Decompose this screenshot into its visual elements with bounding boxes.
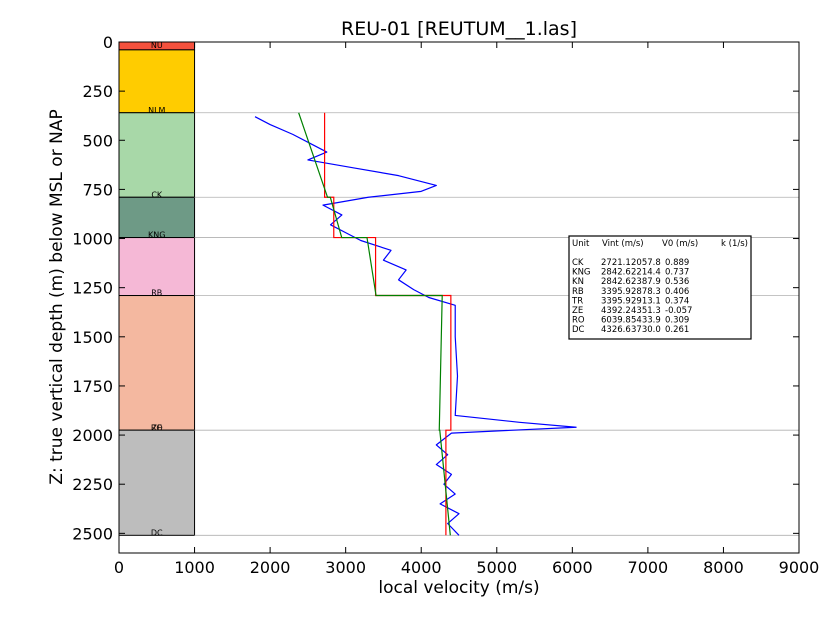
table-cell-v0: 2878.3 <box>631 287 661 297</box>
y-tick-label: 1500 <box>72 328 113 347</box>
table-cell-unit: RB <box>572 287 584 297</box>
table-cell-v0: 2387.9 <box>631 277 661 287</box>
y-tick-label: 750 <box>82 180 113 199</box>
unit-label-nu: NU <box>151 41 163 50</box>
x-tick-label: 6000 <box>552 558 593 577</box>
x-tick-label: 0 <box>114 558 124 577</box>
unit-label-rb: RB <box>151 289 162 298</box>
table-cell-unit: CK <box>572 258 584 268</box>
table-cell-k: 0.889 <box>665 258 689 268</box>
y-tick-label: 1750 <box>72 377 113 396</box>
y-axis-label: Z: true vertical depth (m) below MSL or … <box>47 109 67 484</box>
table-cell-k: 0.374 <box>665 296 689 306</box>
table-box <box>568 235 752 340</box>
table-header-unit: Unit <box>572 239 590 249</box>
table-cell-v0: 4351.3 <box>631 306 661 316</box>
x-tick-label: 7000 <box>628 558 669 577</box>
x-axis-label: local velocity (m/s) <box>378 578 539 598</box>
unit-block-rb <box>118 237 196 297</box>
table-header-v0: V0 (m/s) <box>662 239 698 249</box>
unit-block-dc <box>118 429 196 536</box>
table-cell-unit: RO <box>572 316 585 326</box>
series-interval-velocity <box>323 112 452 536</box>
table-cell-vint: 4392.2 <box>601 306 631 316</box>
x-tick-label: 2000 <box>250 558 291 577</box>
chart-title: REU-01 [REUTUM__1.las] <box>341 18 577 40</box>
table-cell-vint: 3395.9 <box>601 287 631 297</box>
unit-block-ck <box>118 112 196 198</box>
table-cell-vint: 4326.6 <box>601 325 631 335</box>
table-cell-unit: KNG <box>572 268 591 278</box>
table-header-vint: Vint (m/s) <box>602 239 644 249</box>
y-tick-label: 0 <box>103 33 113 52</box>
table-cell-unit: KN <box>572 277 584 287</box>
table-header-k: k (1/s) <box>721 239 748 249</box>
series-measured-velocity <box>254 116 577 536</box>
table-cell-v0: 2057.8 <box>631 258 661 268</box>
table-cell-v0: 3730.0 <box>631 325 661 335</box>
unit-block-nlm <box>118 49 196 114</box>
table-cell-v0: 5433.9 <box>631 316 661 326</box>
y-tick-label: 250 <box>82 82 113 101</box>
unit-label-ze: ZE <box>152 423 163 432</box>
table-cell-k: 0.536 <box>665 277 689 287</box>
table-cell-vint: 2842.6 <box>601 268 631 278</box>
y-tick-label: 2500 <box>72 524 113 543</box>
table-cell-k: 0.261 <box>665 325 689 335</box>
x-tick-label: 8000 <box>703 558 744 577</box>
y-tick-label: 2000 <box>72 426 113 445</box>
velocity-series <box>254 112 577 536</box>
y-tick-label: 2250 <box>72 475 113 494</box>
series-linear-velocity <box>298 112 451 536</box>
y-tick-label: 1250 <box>72 279 113 298</box>
table-cell-unit: ZE <box>572 306 583 316</box>
table-cell-vint: 3395.9 <box>601 296 631 306</box>
table-cell-k: 0.737 <box>665 268 689 278</box>
x-tick-label: 5000 <box>476 558 517 577</box>
table-cell-vint: 2842.6 <box>601 277 631 287</box>
table-cell-k: -0.057 <box>665 306 692 316</box>
y-tick-label: 1000 <box>72 230 113 249</box>
x-tick-label: 4000 <box>401 558 442 577</box>
table-cell-k: 0.406 <box>665 287 689 297</box>
x-tick-label: 3000 <box>325 558 366 577</box>
unit-block-kng <box>118 196 196 239</box>
x-tick-label: 1000 <box>174 558 215 577</box>
x-tick-label: 9000 <box>779 558 820 577</box>
unit-label-kng: KNG <box>148 231 165 240</box>
table-cell-v0: 2214.4 <box>631 268 661 278</box>
unit-boundaries <box>194 112 799 536</box>
y-tick-label: 500 <box>82 131 113 150</box>
table-cell-unit: TR <box>571 296 583 306</box>
table-cell-vint: 2721.1 <box>601 258 631 268</box>
velocity-table: Unit Vint (m/s) V0 (m/s) k (1/s) CK 2721.1 205… <box>568 235 752 340</box>
axes: 0 1000 2000 3000 4000 5000 6000 7000 8000 9000025… <box>72 33 819 577</box>
table-cell-v0: 2913.1 <box>631 296 661 306</box>
unit-label-ro: RO <box>151 423 163 432</box>
unit-label-ck: CK <box>151 190 163 199</box>
table-cell-unit: DC <box>572 325 585 335</box>
unit-label-dc: DC <box>151 528 163 537</box>
unit-block-ro <box>118 295 196 431</box>
table-cell-k: 0.309 <box>665 316 689 326</box>
plot-frame <box>118 41 800 554</box>
unit-label-nlm: NLM <box>148 106 165 115</box>
table-cell-vint: 6039.8 <box>601 316 631 326</box>
